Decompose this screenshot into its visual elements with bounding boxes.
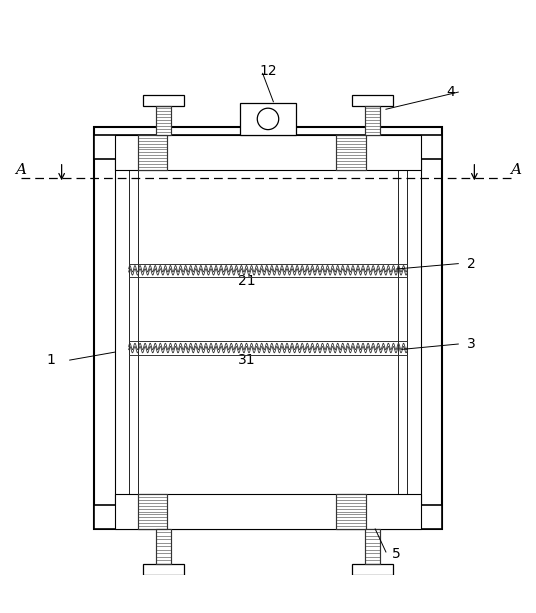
Bar (352, 564, 392, 574)
Bar (365, 529, 380, 564)
Bar (143, 564, 183, 574)
Text: 3: 3 (467, 337, 476, 351)
Bar (365, 529, 380, 564)
Bar (156, 529, 171, 564)
Text: A: A (15, 163, 26, 177)
Text: 4: 4 (446, 85, 455, 99)
Bar (94, 127, 442, 529)
Bar (365, 105, 380, 135)
Bar (240, 103, 296, 135)
Bar (156, 105, 171, 135)
Bar (365, 105, 380, 135)
Circle shape (257, 108, 279, 129)
Bar (337, 135, 366, 170)
Text: 31: 31 (238, 353, 255, 367)
Bar (115, 135, 421, 170)
Bar (94, 505, 442, 529)
Bar (94, 135, 442, 159)
Bar (143, 95, 183, 105)
Bar (337, 494, 366, 529)
Bar (138, 494, 167, 529)
Bar (156, 529, 171, 564)
Bar (352, 95, 392, 105)
Text: 21: 21 (238, 274, 255, 287)
Bar (337, 135, 366, 170)
Bar (337, 494, 366, 529)
Bar (138, 494, 167, 529)
Text: 5: 5 (392, 547, 401, 561)
Text: A: A (510, 163, 521, 177)
Bar (138, 135, 167, 170)
Bar (156, 105, 171, 135)
Text: 1: 1 (47, 353, 55, 367)
Text: 12: 12 (259, 64, 277, 78)
Bar (138, 135, 167, 170)
Text: 2: 2 (467, 257, 476, 270)
Bar (115, 494, 421, 529)
Bar (115, 143, 421, 513)
